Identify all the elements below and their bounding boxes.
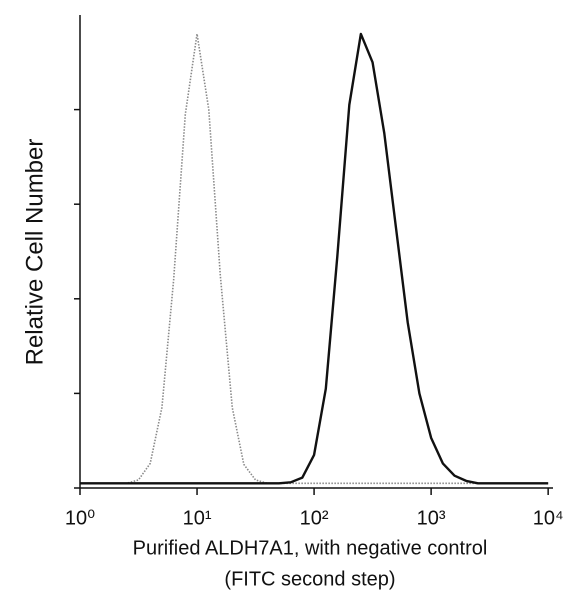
x-axis-label-line2: (FITC second step) xyxy=(224,568,395,590)
x-tick-label: 10² xyxy=(300,507,329,529)
x-tick-label: 10⁴ xyxy=(533,507,564,529)
x-tick-label: 10³ xyxy=(417,507,446,529)
histogram-line xyxy=(80,32,549,485)
y-axis-label: Relative Cell Number xyxy=(21,139,48,366)
x-tick-label: 10¹ xyxy=(183,507,212,529)
histogram-line xyxy=(80,33,549,485)
x-tick-label: 10⁰ xyxy=(65,507,95,529)
x-axis-label: Purified ALDH7A1, with negative control xyxy=(133,537,488,559)
